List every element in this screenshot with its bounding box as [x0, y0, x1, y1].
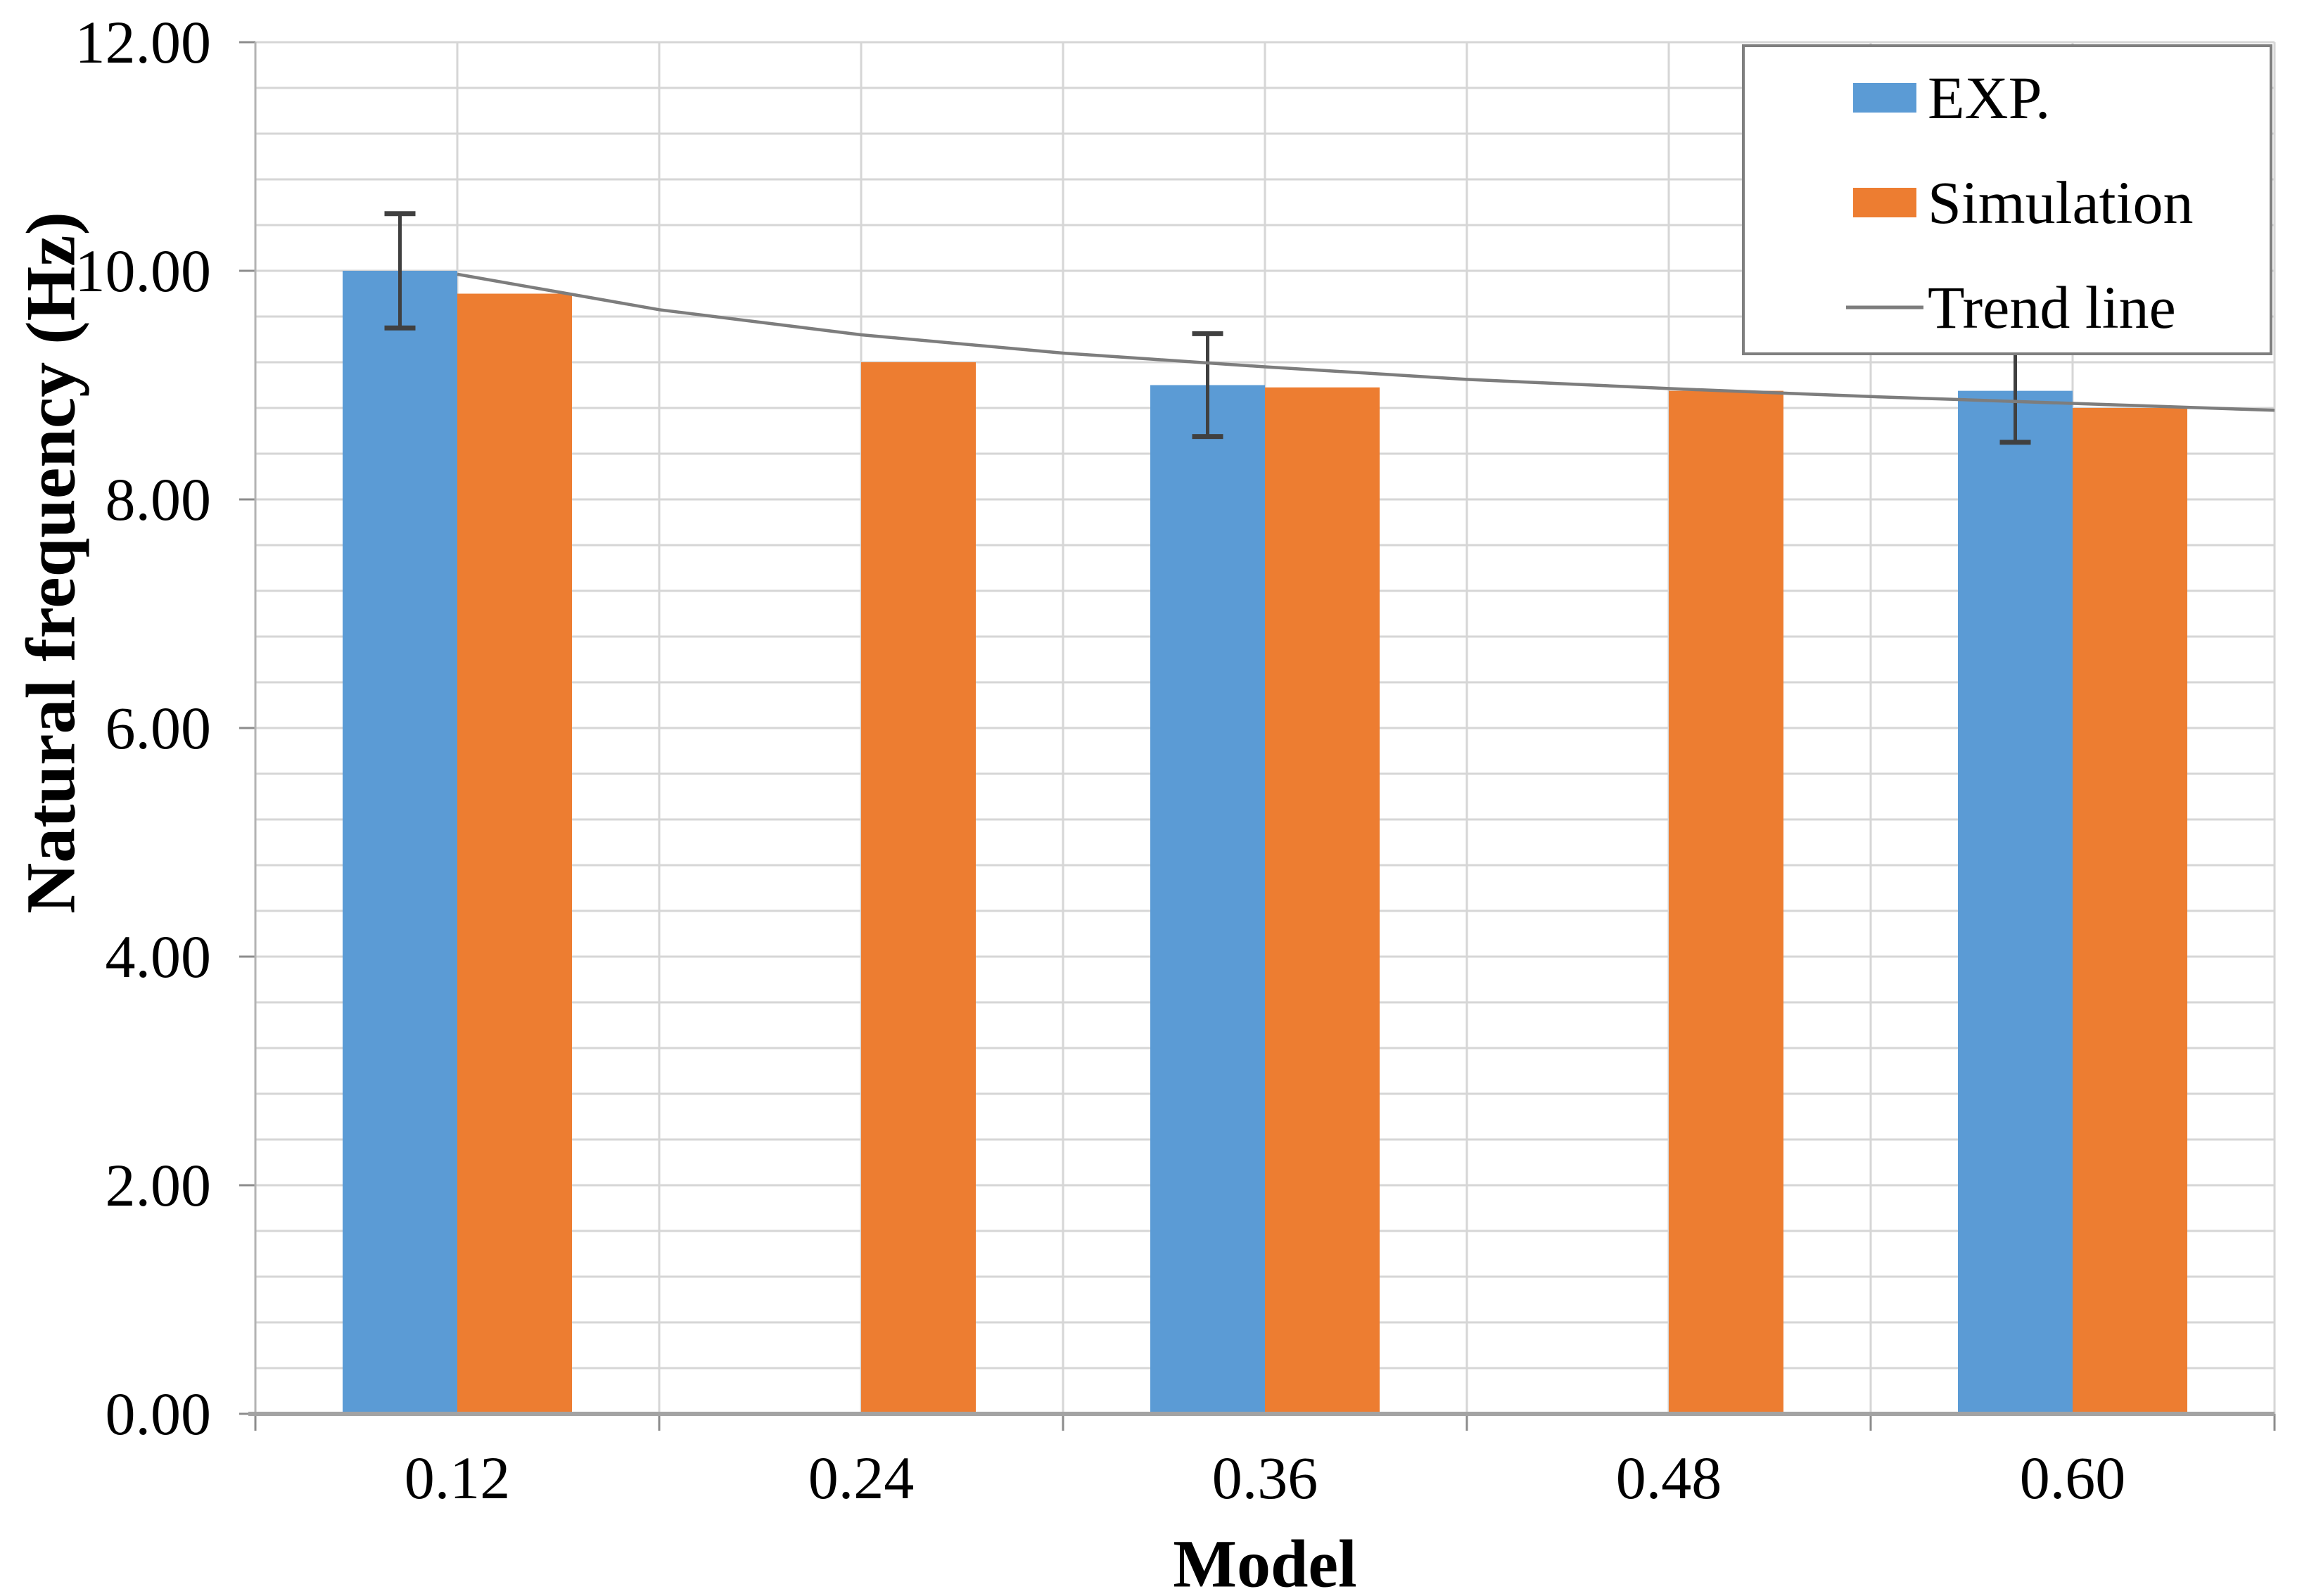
- legend-label: EXP.: [1928, 64, 2050, 132]
- error-bar-0.36: [1192, 331, 1223, 440]
- x-tick-label: 0.48: [1616, 1444, 1722, 1512]
- y-tick-label: 10.00: [75, 237, 212, 305]
- y-tick-label: 0.00: [106, 1380, 212, 1448]
- bar-simulation-0.60: [2073, 408, 2187, 1414]
- legend-swatch-simulation: [1853, 188, 1916, 217]
- trend-line: [457, 272, 2275, 412]
- y-axis-title: Natural frequency (Hz): [12, 212, 90, 914]
- bar-simulation-0.24: [861, 362, 976, 1414]
- x-tick-label: 0.36: [1212, 1444, 1318, 1512]
- bar-simulation-0.48: [1669, 390, 1783, 1414]
- x-tick-label: 0.60: [2020, 1444, 2126, 1512]
- x-tick-label: 0.12: [405, 1444, 511, 1512]
- legend-swatch-exp: [1853, 83, 1916, 113]
- legend-label: Simulation: [1928, 169, 2193, 236]
- bar-exp-0.36: [1150, 385, 1265, 1414]
- legend-box: [1742, 44, 2272, 355]
- x-tick-label: 0.24: [808, 1444, 915, 1512]
- legend-label: Trend line: [1928, 274, 2176, 341]
- x-axis-title: Model: [1173, 1526, 1356, 1596]
- y-tick-label: 12.00: [75, 8, 212, 76]
- error-bar-0.12: [384, 211, 416, 331]
- bar-simulation-0.36: [1265, 387, 1380, 1414]
- y-tick-label: 2.00: [106, 1151, 212, 1219]
- bar-exp-0.12: [343, 271, 457, 1414]
- bar-exp-0.60: [1958, 390, 2073, 1414]
- y-tick-label: 8.00: [106, 466, 212, 533]
- bar-simulation-0.12: [457, 293, 572, 1414]
- y-tick-label: 6.00: [106, 694, 212, 762]
- y-tick-label: 4.00: [106, 923, 212, 990]
